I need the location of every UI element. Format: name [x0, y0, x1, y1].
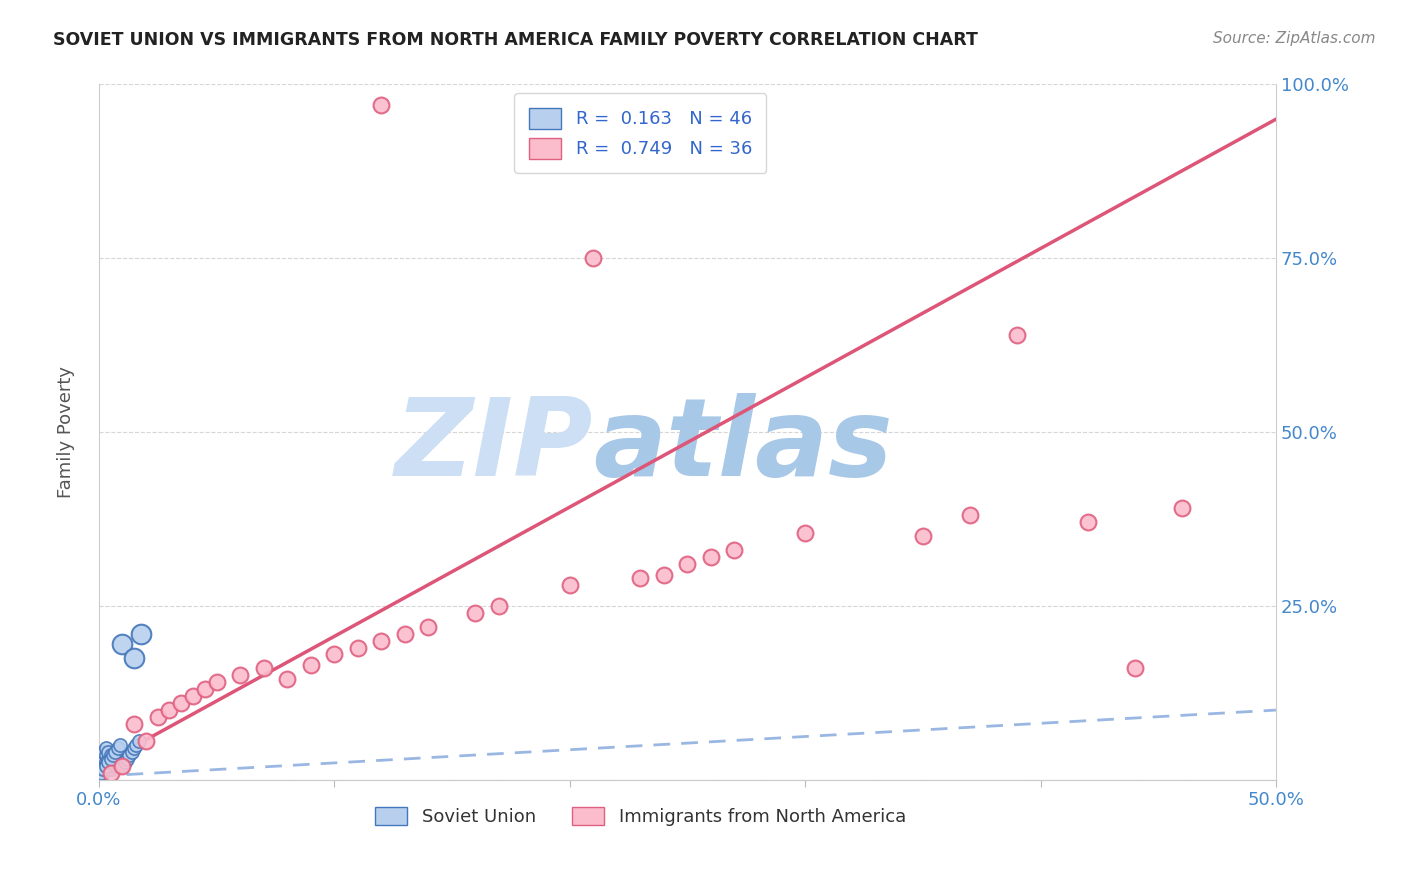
Point — [111, 637, 134, 651]
Point — [170, 696, 193, 710]
Point — [104, 756, 127, 770]
Point — [97, 758, 120, 772]
Point — [122, 717, 145, 731]
Point — [87, 769, 110, 783]
Legend: Soviet Union, Immigrants from North America: Soviet Union, Immigrants from North Amer… — [367, 799, 914, 833]
Point — [90, 765, 112, 780]
Point — [157, 703, 180, 717]
Point — [229, 668, 252, 682]
Point — [100, 752, 122, 766]
Point — [115, 752, 138, 766]
Point — [394, 626, 416, 640]
Point — [723, 543, 745, 558]
Point — [100, 765, 122, 780]
Point — [93, 745, 115, 759]
Point — [90, 762, 112, 776]
Point — [370, 98, 392, 112]
Point — [418, 620, 440, 634]
Point — [346, 640, 368, 655]
Point — [107, 741, 129, 756]
Point — [370, 633, 392, 648]
Point — [94, 756, 117, 770]
Point — [323, 648, 346, 662]
Point — [122, 651, 145, 665]
Point — [100, 762, 122, 776]
Point — [94, 762, 117, 776]
Point — [107, 758, 129, 772]
Point — [129, 626, 152, 640]
Point — [114, 756, 136, 770]
Point — [111, 752, 134, 766]
Point — [90, 769, 112, 783]
Point — [118, 748, 141, 763]
Point — [111, 758, 134, 772]
Point — [93, 762, 115, 776]
Point — [794, 525, 817, 540]
Point — [1005, 327, 1028, 342]
Point — [652, 567, 675, 582]
Point — [959, 508, 981, 523]
Point — [194, 682, 217, 697]
Point — [488, 599, 510, 613]
Point — [676, 557, 699, 571]
Point — [90, 756, 112, 770]
Point — [111, 758, 134, 772]
Point — [101, 758, 124, 772]
Point — [101, 752, 124, 766]
Point — [205, 675, 228, 690]
Text: Source: ZipAtlas.com: Source: ZipAtlas.com — [1212, 31, 1375, 46]
Point — [252, 661, 274, 675]
Point — [97, 756, 120, 770]
Point — [104, 745, 127, 759]
Point — [464, 606, 486, 620]
Point — [94, 758, 117, 772]
Point — [128, 734, 150, 748]
Point — [1077, 516, 1099, 530]
Point — [87, 762, 110, 776]
Point — [90, 748, 112, 763]
Point — [558, 578, 581, 592]
Point — [276, 672, 298, 686]
Point — [146, 710, 169, 724]
Point — [628, 571, 651, 585]
Point — [1171, 501, 1194, 516]
Point — [108, 738, 131, 752]
Point — [108, 756, 131, 770]
Point — [125, 738, 148, 752]
Text: atlas: atlas — [593, 393, 893, 499]
Point — [97, 745, 120, 759]
Point — [107, 752, 129, 766]
Point — [101, 748, 124, 763]
Point — [299, 657, 322, 672]
Point — [93, 752, 115, 766]
Y-axis label: Family Poverty: Family Poverty — [58, 366, 75, 498]
Point — [100, 748, 122, 763]
Point — [181, 689, 204, 703]
Point — [94, 741, 117, 756]
Point — [122, 741, 145, 756]
Point — [93, 765, 115, 780]
Point — [1123, 661, 1146, 675]
Point — [700, 550, 723, 565]
Point — [104, 748, 127, 763]
Point — [87, 765, 110, 780]
Point — [94, 748, 117, 763]
Point — [93, 758, 115, 772]
Point — [121, 745, 143, 759]
Point — [97, 752, 120, 766]
Point — [100, 756, 122, 770]
Text: SOVIET UNION VS IMMIGRANTS FROM NORTH AMERICA FAMILY POVERTY CORRELATION CHART: SOVIET UNION VS IMMIGRANTS FROM NORTH AM… — [53, 31, 979, 49]
Point — [582, 251, 605, 265]
Text: ZIP: ZIP — [395, 393, 593, 499]
Point — [911, 529, 934, 543]
Point — [135, 734, 157, 748]
